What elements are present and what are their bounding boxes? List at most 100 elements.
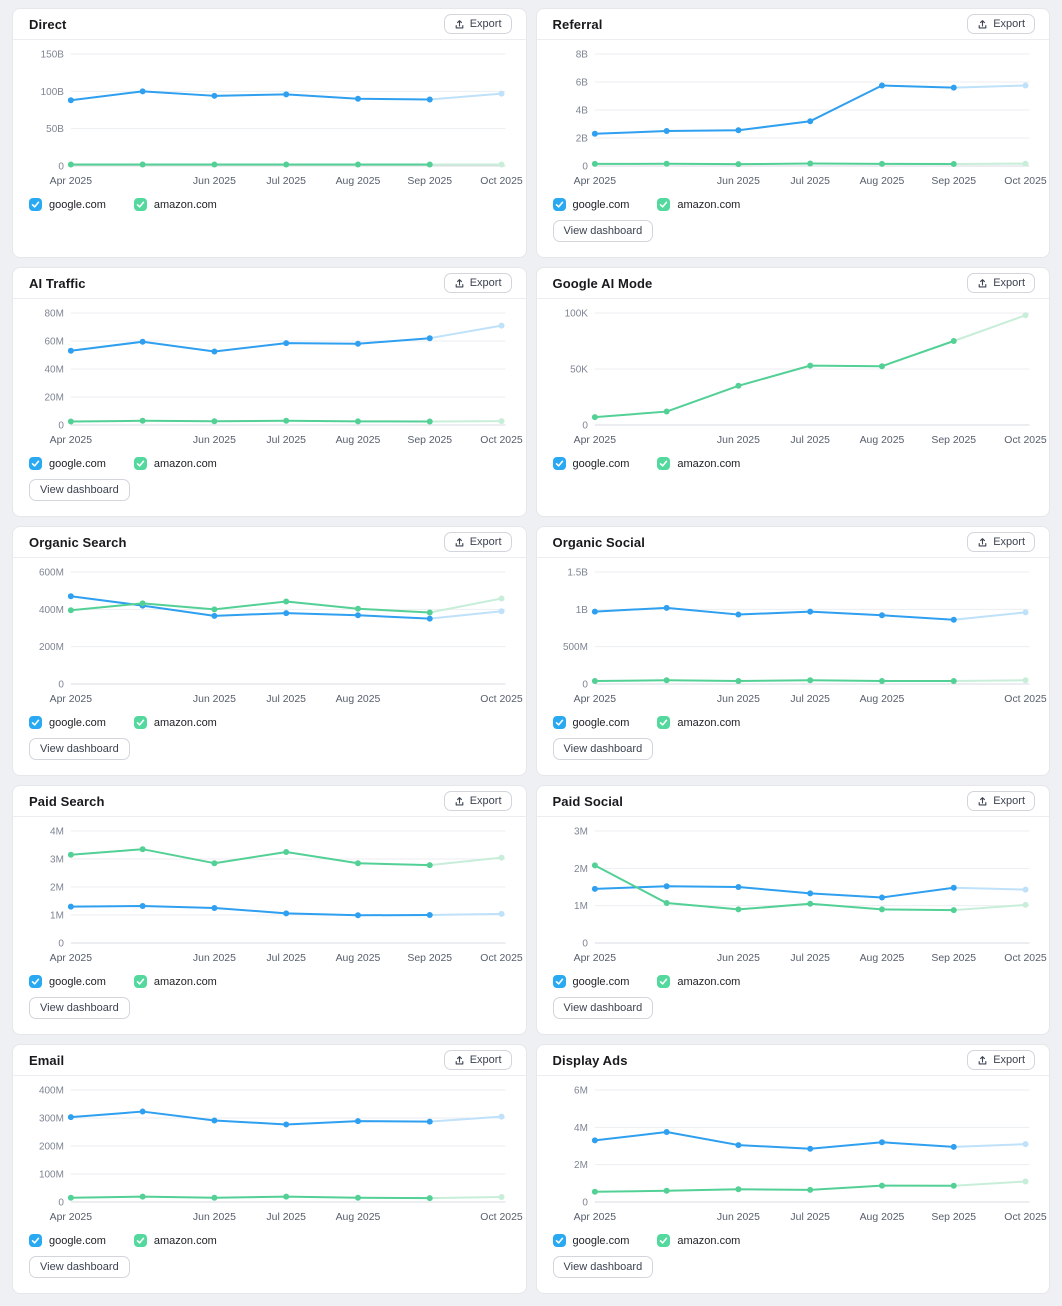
checkbox-checked-icon[interactable] xyxy=(552,716,566,729)
checkbox-checked-icon[interactable] xyxy=(657,198,671,211)
checkbox-checked-icon[interactable] xyxy=(29,457,42,470)
upload-icon xyxy=(455,278,464,287)
legend-item-amazon-com[interactable]: amazon.com xyxy=(657,1234,740,1247)
export-label: Export xyxy=(469,277,502,289)
checkbox-checked-icon[interactable] xyxy=(29,1234,42,1247)
svg-text:Jul 2025: Jul 2025 xyxy=(790,435,830,446)
svg-text:Oct 2025: Oct 2025 xyxy=(1004,176,1047,187)
legend-item-google-com[interactable]: google.com xyxy=(552,716,629,729)
legend: google.com amazon.com xyxy=(537,1230,1050,1247)
view-dashboard-button[interactable]: View dashboard xyxy=(29,1256,130,1278)
export-button[interactable]: Export xyxy=(443,1050,512,1070)
checkbox-checked-icon[interactable] xyxy=(552,198,566,211)
svg-text:0: 0 xyxy=(582,420,588,431)
svg-text:20M: 20M xyxy=(45,392,64,403)
legend-item-amazon-com[interactable]: amazon.com xyxy=(133,1234,217,1247)
card-title: AI Traffic xyxy=(29,275,86,291)
view-dashboard-button[interactable]: View dashboard xyxy=(29,479,130,501)
svg-text:1.5B: 1.5B xyxy=(567,567,588,578)
legend-item-google-com[interactable]: google.com xyxy=(552,1234,629,1247)
chart-paid-search: 4M 3M 2M 1M 0 Apr 2025 Jun 2025 Jul 2025 Aug 202… xyxy=(50,826,523,964)
svg-text:300M: 300M xyxy=(39,1113,64,1124)
export-button[interactable]: Export xyxy=(967,1050,1035,1070)
view-dashboard-label: View dashboard xyxy=(563,1261,643,1273)
checkbox-checked-icon[interactable] xyxy=(133,975,147,988)
legend: google.com amazon.com xyxy=(13,453,526,470)
legend-item-amazon-com[interactable]: amazon.com xyxy=(133,198,217,211)
checkbox-checked-icon[interactable] xyxy=(657,975,671,988)
legend-item-amazon-com[interactable]: amazon.com xyxy=(657,198,740,211)
svg-text:Sep 2025: Sep 2025 xyxy=(407,953,452,964)
export-button[interactable]: Export xyxy=(967,791,1035,811)
legend-item-google-com[interactable]: google.com xyxy=(29,975,106,988)
view-dashboard-label: View dashboard xyxy=(40,743,119,755)
card-organic-search: Organic Search Export 600M 400M 200M 0 Apr 2… xyxy=(12,526,527,776)
export-button[interactable]: Export xyxy=(443,14,512,34)
upload-icon xyxy=(455,537,464,546)
svg-text:400M: 400M xyxy=(39,605,64,616)
export-button[interactable]: Export xyxy=(967,532,1035,552)
svg-text:Sep 2025: Sep 2025 xyxy=(407,176,452,187)
svg-text:60M: 60M xyxy=(45,336,64,347)
legend-label: google.com xyxy=(49,457,106,470)
view-dashboard-button[interactable]: View dashboard xyxy=(552,1256,654,1278)
export-button[interactable]: Export xyxy=(443,532,512,552)
export-button[interactable]: Export xyxy=(967,14,1035,34)
line-chart: 150B 100B 50B 0 Apr 2025 Jun 2025 Jul 2025 Aug … xyxy=(13,40,526,194)
checkbox-checked-icon[interactable] xyxy=(133,457,147,470)
checkbox-checked-icon[interactable] xyxy=(552,1234,566,1247)
checkbox-checked-icon[interactable] xyxy=(133,1234,147,1247)
checkbox-checked-icon[interactable] xyxy=(552,457,566,470)
upload-icon xyxy=(455,796,464,805)
checkbox-checked-icon[interactable] xyxy=(552,975,566,988)
svg-text:Aug 2025: Aug 2025 xyxy=(336,694,381,705)
legend-item-google-com[interactable]: google.com xyxy=(29,457,106,470)
view-dashboard-button[interactable]: View dashboard xyxy=(552,220,654,242)
checkbox-checked-icon[interactable] xyxy=(133,198,147,211)
legend-item-amazon-com[interactable]: amazon.com xyxy=(133,457,217,470)
legend-label: amazon.com xyxy=(677,1234,741,1247)
legend-item-google-com[interactable]: google.com xyxy=(29,1234,106,1247)
legend-item-amazon-com[interactable]: amazon.com xyxy=(133,975,217,988)
card-header: Referral Export xyxy=(536,9,1049,40)
checkbox-checked-icon[interactable] xyxy=(133,716,147,729)
svg-text:100B: 100B xyxy=(41,87,65,98)
svg-text:8B: 8B xyxy=(575,49,588,60)
svg-text:Oct 2025: Oct 2025 xyxy=(1004,953,1047,964)
card-title: Organic Social xyxy=(552,534,645,550)
legend-label: amazon.com xyxy=(153,975,217,988)
export-button[interactable]: Export xyxy=(443,791,512,811)
legend-item-google-com[interactable]: google.com xyxy=(552,198,629,211)
svg-text:Jun 2025: Jun 2025 xyxy=(193,694,236,705)
legend-item-amazon-com[interactable]: amazon.com xyxy=(657,975,740,988)
upload-icon xyxy=(978,537,987,546)
legend-item-amazon-com[interactable]: amazon.com xyxy=(657,716,740,729)
checkbox-checked-icon[interactable] xyxy=(657,716,671,729)
legend-item-amazon-com[interactable]: amazon.com xyxy=(133,716,217,729)
view-dashboard-button[interactable]: View dashboard xyxy=(552,738,654,760)
svg-text:Apr 2025: Apr 2025 xyxy=(573,953,616,964)
checkbox-checked-icon[interactable] xyxy=(29,975,42,988)
svg-text:3M: 3M xyxy=(50,854,64,865)
export-button[interactable]: Export xyxy=(967,273,1035,293)
checkbox-checked-icon[interactable] xyxy=(29,716,42,729)
view-dashboard-button[interactable]: View dashboard xyxy=(29,997,130,1019)
legend-item-google-com[interactable]: google.com xyxy=(552,975,629,988)
svg-text:40M: 40M xyxy=(45,364,64,375)
view-dashboard-button[interactable]: View dashboard xyxy=(552,997,654,1019)
checkbox-checked-icon[interactable] xyxy=(657,1234,671,1247)
legend-item-amazon-com[interactable]: amazon.com xyxy=(657,457,740,470)
checkbox-checked-icon[interactable] xyxy=(657,457,671,470)
export-button[interactable]: Export xyxy=(443,273,512,293)
svg-text:Oct 2025: Oct 2025 xyxy=(480,953,523,964)
svg-text:Apr 2025: Apr 2025 xyxy=(573,435,616,446)
legend-item-google-com[interactable]: google.com xyxy=(29,198,106,211)
legend: google.com amazon.com xyxy=(537,712,1050,729)
svg-text:Jun 2025: Jun 2025 xyxy=(716,435,759,446)
legend-item-google-com[interactable]: google.com xyxy=(29,716,106,729)
checkbox-checked-icon[interactable] xyxy=(29,198,42,211)
legend-item-google-com[interactable]: google.com xyxy=(552,457,629,470)
view-dashboard-button[interactable]: View dashboard xyxy=(29,738,130,760)
svg-text:Sep 2025: Sep 2025 xyxy=(931,1212,976,1223)
svg-text:Oct 2025: Oct 2025 xyxy=(480,435,523,446)
